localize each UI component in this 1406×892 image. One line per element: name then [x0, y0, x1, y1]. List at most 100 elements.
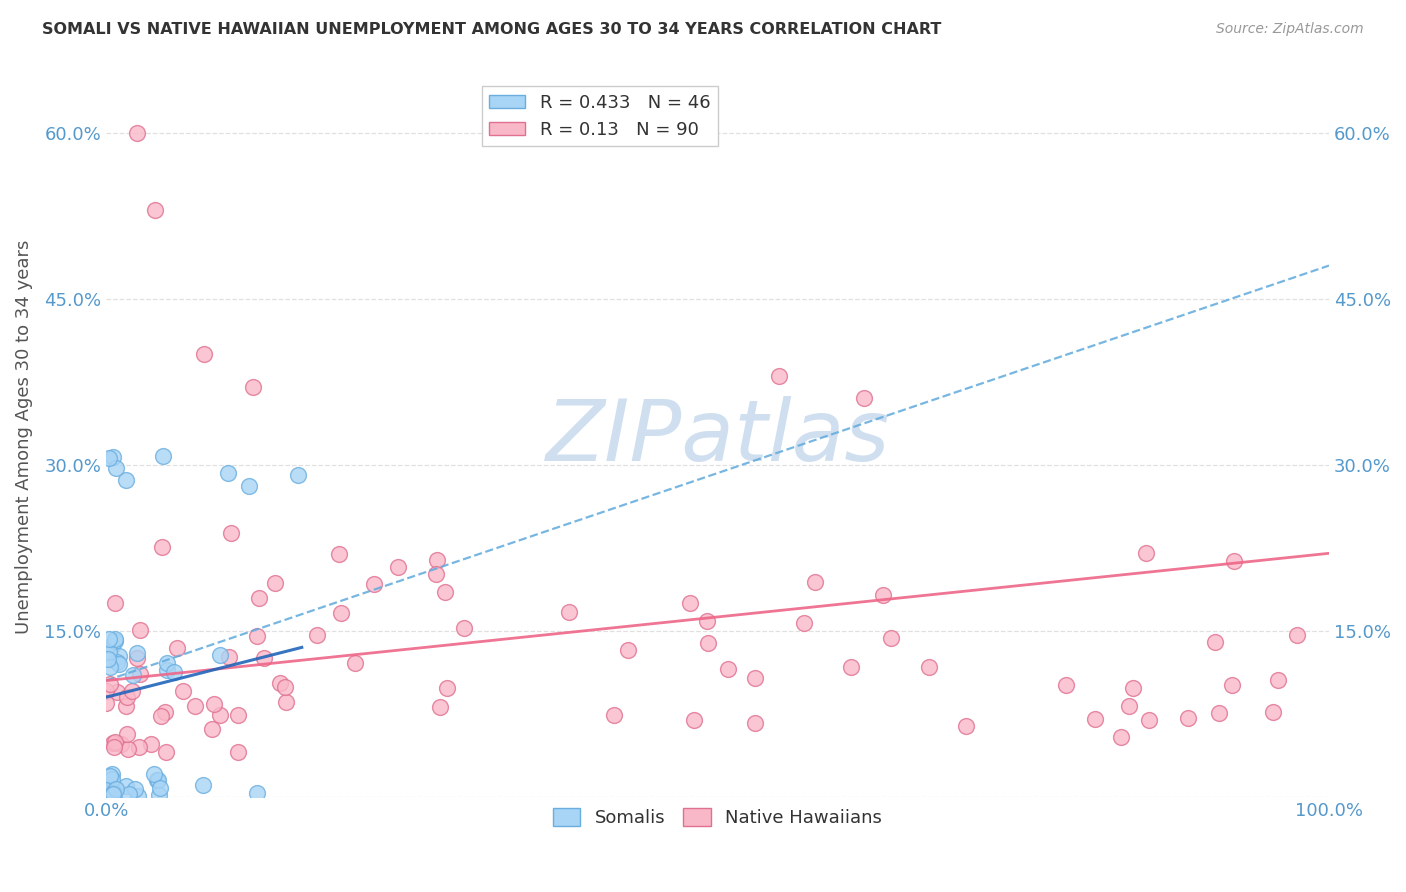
Point — [107, 657, 129, 671]
Point — [105, 655, 128, 669]
Point — [104, 632, 127, 647]
Point — [118, 787, 141, 801]
Point — [1177, 711, 1199, 725]
Point — [329, 606, 352, 620]
Point — [110, 737, 132, 751]
Point — [121, 668, 143, 682]
Point — [101, 450, 124, 464]
Point — [387, 560, 409, 574]
Point — [287, 467, 309, 482]
Point — [436, 681, 458, 695]
Point — [1137, 713, 1160, 727]
Point — [129, 623, 152, 637]
Point — [453, 621, 475, 635]
Point — [617, 643, 640, 657]
Point — [105, 685, 128, 699]
Point — [100, 772, 122, 786]
Point — [97, 652, 120, 666]
Point — [103, 786, 125, 800]
Point — [793, 616, 815, 631]
Point — [125, 126, 148, 140]
Point — [307, 628, 329, 642]
Point — [98, 660, 121, 674]
Point — [115, 473, 138, 487]
Text: ZIPatlas: ZIPatlas — [546, 396, 890, 479]
Point — [94, 696, 117, 710]
Point — [98, 632, 121, 647]
Point — [172, 684, 194, 698]
Point — [1220, 678, 1243, 692]
Point — [1118, 698, 1140, 713]
Legend: Somalis, Native Hawaiians: Somalis, Native Hawaiians — [546, 801, 889, 835]
Point — [166, 641, 188, 656]
Point — [100, 787, 122, 801]
Point — [1204, 635, 1226, 649]
Point — [101, 787, 124, 801]
Point — [238, 479, 260, 493]
Point — [150, 541, 173, 555]
Point — [107, 648, 129, 663]
Point — [125, 646, 148, 660]
Point — [98, 769, 121, 783]
Point — [124, 782, 146, 797]
Point — [226, 707, 249, 722]
Point — [955, 719, 977, 733]
Point — [193, 347, 215, 361]
Point — [880, 631, 903, 645]
Point — [143, 203, 166, 218]
Point — [274, 695, 297, 709]
Point — [149, 709, 172, 723]
Point — [363, 576, 385, 591]
Point — [103, 739, 125, 754]
Point — [1084, 712, 1107, 726]
Point — [344, 656, 367, 670]
Point — [429, 699, 451, 714]
Point — [226, 745, 249, 759]
Point — [155, 745, 177, 759]
Text: SOMALI VS NATIVE HAWAIIAN UNEMPLOYMENT AMONG AGES 30 TO 34 YEARS CORRELATION CHA: SOMALI VS NATIVE HAWAIIAN UNEMPLOYMENT A… — [42, 22, 942, 37]
Point — [1109, 730, 1132, 744]
Point — [127, 789, 149, 804]
Point — [768, 369, 790, 384]
Point — [98, 450, 121, 465]
Point — [96, 684, 118, 698]
Point — [253, 650, 276, 665]
Point — [125, 651, 148, 665]
Point — [1054, 678, 1077, 692]
Point — [98, 644, 121, 658]
Point — [104, 782, 127, 797]
Point — [696, 614, 718, 628]
Point — [121, 683, 143, 698]
Point — [683, 713, 706, 727]
Point — [1267, 673, 1289, 687]
Point — [246, 629, 269, 643]
Point — [98, 677, 121, 691]
Point — [1222, 554, 1244, 568]
Point — [128, 740, 150, 755]
Point — [145, 773, 167, 788]
Point — [426, 553, 449, 567]
Point — [193, 778, 215, 792]
Point — [1286, 628, 1309, 642]
Point — [184, 698, 207, 713]
Point — [105, 461, 128, 475]
Point — [152, 449, 174, 463]
Point — [264, 575, 287, 590]
Point — [104, 735, 127, 749]
Point — [155, 657, 177, 671]
Point — [918, 659, 941, 673]
Point — [1135, 546, 1157, 560]
Point — [679, 596, 702, 610]
Point — [219, 525, 242, 540]
Point — [425, 567, 447, 582]
Y-axis label: Unemployment Among Ages 30 to 34 years: Unemployment Among Ages 30 to 34 years — [15, 240, 32, 634]
Point — [247, 591, 270, 606]
Point — [101, 639, 124, 653]
Point — [128, 667, 150, 681]
Point — [139, 737, 162, 751]
Point — [117, 690, 139, 704]
Point — [103, 736, 125, 750]
Point — [853, 392, 876, 406]
Point — [217, 466, 239, 480]
Point — [839, 660, 862, 674]
